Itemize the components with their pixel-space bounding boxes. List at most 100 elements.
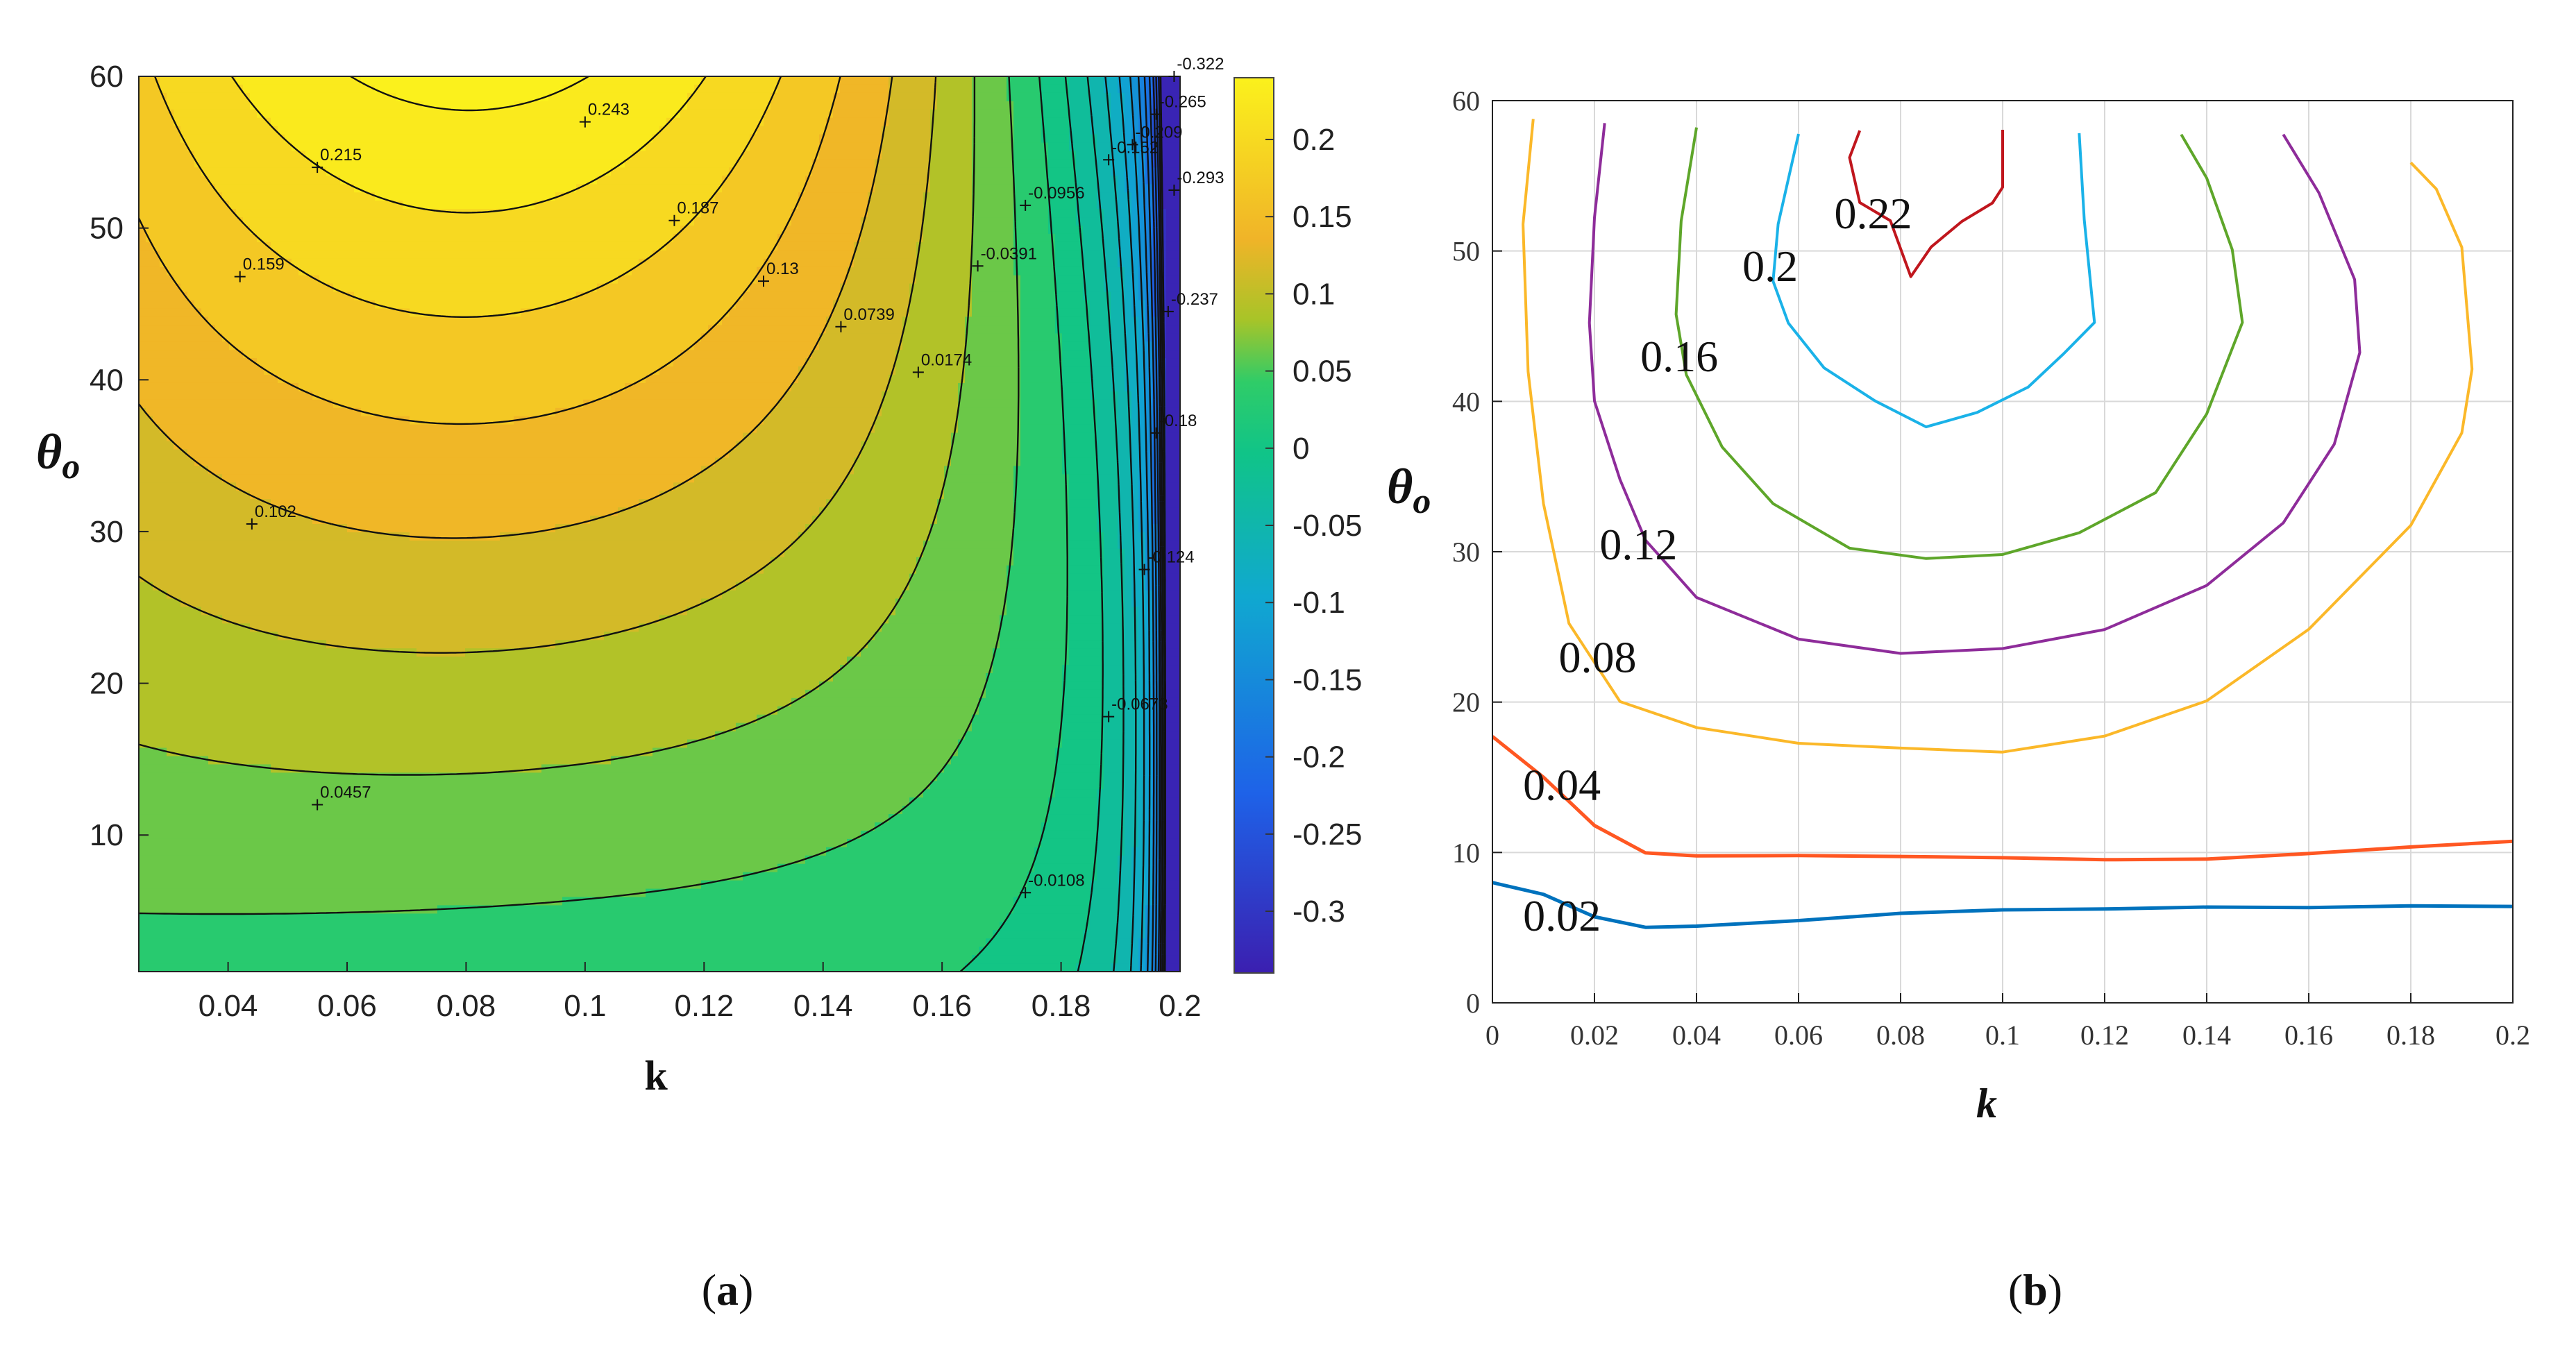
y-tick-label: 20 — [90, 667, 124, 701]
x-tick-label: 0.1 — [564, 989, 606, 1023]
contour-label: 0.215 — [312, 146, 362, 174]
contour-line-0.16 — [1674, 127, 2244, 560]
y-tick-label: 10 — [90, 818, 124, 852]
contour-label-text: -0.265 — [1159, 93, 1206, 112]
panel-b-level-labels: 0.22 0.2 0.16 0.12 0.08 0.04 0.02 — [1523, 189, 1912, 940]
contour-label-text: -0.0673 — [1111, 695, 1168, 714]
contour-label-marker — [312, 799, 323, 811]
contour-line-0.22 — [1848, 130, 2004, 278]
caption-b: (b) — [2008, 1265, 2062, 1314]
panel-b-axes: 0 0.02 0.04 0.06 0.08 0.1 0.12 0.14 0.16 0.18 0.20… — [1452, 85, 2530, 1051]
contour-label-marker — [1168, 71, 1180, 82]
contour-label-text: 0.159 — [243, 255, 285, 274]
contour-label: 0.0174 — [912, 350, 972, 378]
panel-a-plot-frame — [138, 76, 1181, 972]
contour-label: -0.0956 — [1020, 184, 1085, 211]
x-tick-label: 0.06 — [1774, 1019, 1823, 1051]
x-tick-label: 0.1 — [1985, 1019, 2020, 1051]
panel-b-contour-plot: 0 0.02 0.04 0.06 0.08 0.1 0.12 0.14 0.16 0.18 0.20… — [1452, 85, 2530, 1051]
x-tick-label: 0.08 — [1876, 1019, 1925, 1051]
contour-label-text: -0.18 — [1159, 412, 1197, 430]
contour-line — [1159, 76, 1166, 972]
x-tick-label: 0.16 — [912, 989, 972, 1023]
contour-label-text: 0.0174 — [921, 350, 972, 369]
x-tick-label: 0.06 — [317, 989, 377, 1023]
y-tick-label: 40 — [90, 363, 124, 397]
colorbar-tick-label: -0.1 — [1293, 586, 1345, 620]
contour-label-text: 0.0739 — [843, 305, 894, 324]
colorbar-ticks: 0.2 0.15 0.1 0.05 0 -0.05 -0.1 -0.15 -0.2 -0.25 -0… — [1265, 123, 1362, 929]
contour-label: -0.265 — [1150, 93, 1206, 120]
panel-a-x-axis-label: k — [644, 1053, 668, 1099]
contour-label: -0.237 — [1162, 290, 1218, 317]
contour-label: 0.159 — [234, 255, 285, 282]
contour-label-text: -0.209 — [1135, 123, 1182, 142]
contour-label-text: 0.243 — [588, 101, 630, 119]
colorbar-tick-label: -0.25 — [1293, 818, 1362, 852]
y-tick-label: 50 — [1452, 236, 1480, 267]
contour-label-text: 0.0457 — [320, 783, 371, 802]
contour-label: -0.18 — [1150, 412, 1197, 439]
contour-line — [1148, 76, 1161, 972]
contour-label: -0.209 — [1127, 123, 1182, 151]
x-tick-label: 0.2 — [2495, 1019, 2530, 1051]
contour-line — [1155, 76, 1164, 972]
panel-a-contour-plot: 0.04 0.06 0.08 0.1 0.12 0.14 0.16 0.18 0.2 10 20 30… — [90, 55, 1362, 1023]
colorbar-tick-label: 0.15 — [1293, 200, 1352, 234]
panel-a-filled-contours — [139, 76, 1180, 972]
contour-line — [1137, 76, 1155, 972]
contour-label-marker — [1020, 887, 1032, 899]
contour-label: -0.124 — [1138, 548, 1195, 575]
contour-line-0.04 — [1492, 735, 2513, 862]
level-label: 0.04 — [1523, 761, 1601, 810]
level-label: 0.08 — [1559, 632, 1637, 682]
contour-label: -0.0673 — [1103, 695, 1168, 722]
y-tick-label: 10 — [1452, 837, 1480, 868]
contour-label-marker — [1020, 199, 1032, 211]
x-tick-label: 0.2 — [1159, 989, 1201, 1023]
contour-label: -0.152 — [1103, 138, 1159, 166]
contour-line — [1086, 76, 1125, 972]
contour-line — [1158, 76, 1165, 972]
contour-line — [1129, 76, 1151, 972]
contour-label-text: 0.215 — [320, 146, 362, 164]
contour-label-marker — [758, 276, 769, 287]
contour-label-marker — [972, 260, 984, 272]
y-tick-label: 30 — [1452, 536, 1480, 568]
contour-label-marker — [1162, 305, 1174, 317]
contour-label-text: -0.0956 — [1028, 184, 1084, 203]
y-tick-label: 50 — [90, 212, 124, 246]
contour-label-marker — [668, 214, 680, 226]
x-tick-label: 0.18 — [1032, 989, 1091, 1023]
contour-label: 0.0739 — [835, 305, 895, 332]
contour-label-text: -0.0108 — [1028, 871, 1084, 890]
contour-label: 0.0457 — [312, 783, 371, 811]
colorbar-tick-label: 0 — [1293, 432, 1309, 466]
contour-label: 0.187 — [668, 199, 718, 226]
panel-b-x-axis-label: k — [1976, 1081, 1997, 1126]
contour-label: -0.0391 — [972, 244, 1037, 272]
contour-line — [1152, 76, 1162, 972]
level-label: 0.16 — [1640, 332, 1718, 381]
contour-label-marker — [1138, 564, 1150, 575]
contour-label: -0.293 — [1168, 169, 1224, 196]
contour-label-marker — [1150, 108, 1162, 120]
x-tick-label: 0 — [1485, 1019, 1499, 1051]
x-tick-label: 0.02 — [1570, 1019, 1619, 1051]
colorbar-tick-label: -0.05 — [1293, 509, 1362, 543]
contour-label: 0.243 — [579, 101, 630, 128]
caption-a: (a) — [702, 1265, 754, 1314]
contour-label-marker — [835, 321, 847, 332]
contour-label-text: -0.293 — [1177, 169, 1224, 187]
contour-line-0.02 — [1492, 881, 2513, 929]
contour-label: -0.0108 — [1020, 871, 1085, 899]
panel-b-contour-lines — [1492, 119, 2513, 929]
contour-label-text: 0.102 — [255, 502, 296, 521]
contour-label: -0.322 — [1168, 55, 1224, 82]
x-tick-label: 0.18 — [2386, 1019, 2435, 1051]
contour-label-text: -0.0391 — [981, 244, 1037, 263]
contour-label-marker — [912, 366, 924, 378]
panel-b-y-axis-label: θo — [1387, 459, 1431, 521]
contour-label-marker — [246, 518, 258, 530]
